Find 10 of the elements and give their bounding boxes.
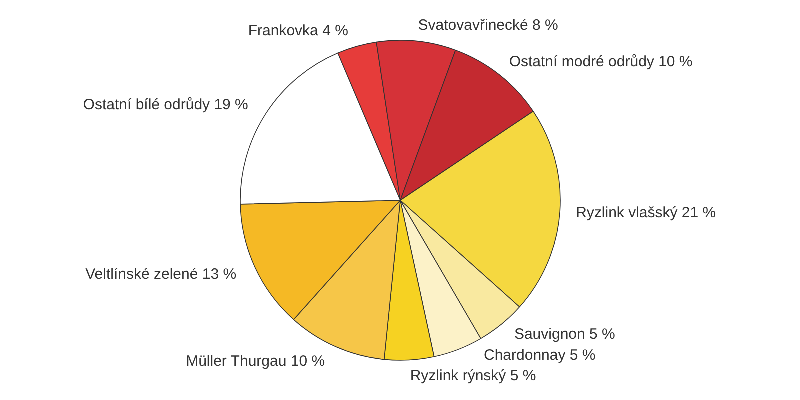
slice-label: Chardonnay 5 % <box>484 346 596 364</box>
slice-label: Veltlínské zelené 13 % <box>86 266 237 283</box>
slice-label: Müller Thurgau 10 % <box>186 353 326 370</box>
slice-label: Ryzlink rýnský 5 % <box>410 368 536 385</box>
slice-label: Frankovka 4 % <box>248 22 348 40</box>
slice-label: Ostatní modré odrůdy 10 % <box>509 54 693 71</box>
slice-label: Svatovavřinecké 8 % <box>418 16 558 34</box>
slice-label: Ryzlink vlašský 21 % <box>576 204 716 222</box>
slice-label: Sauvignon 5 % <box>514 326 616 344</box>
slice-label: Ostatní bílé odrůdy 19 % <box>83 96 248 114</box>
